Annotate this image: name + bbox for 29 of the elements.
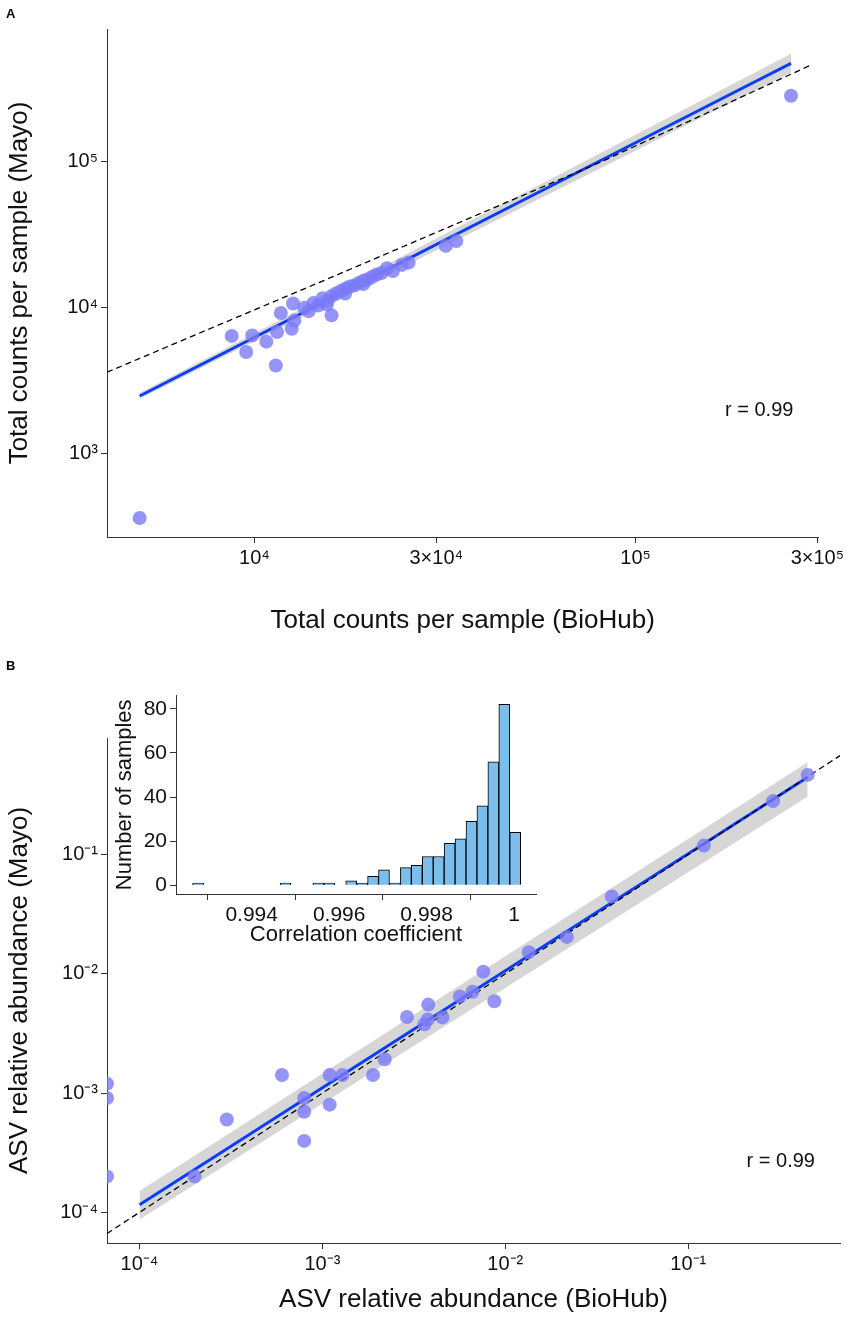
- x-axis-title: Total counts per sample (BioHub): [270, 603, 655, 634]
- y-tick-label: 0: [155, 871, 167, 895]
- y-axis-title: Total counts per sample (Mayo): [2, 101, 33, 465]
- x-tick-label: 10⁻³: [304, 1251, 341, 1274]
- y-tick-label: 10⁻³: [62, 1080, 99, 1103]
- y-tick-label: 10⁵: [67, 149, 98, 172]
- y-tick-label: 60: [143, 739, 167, 763]
- x-tick-label: 10⁴: [239, 545, 270, 568]
- x-axis-title: ASV relative abundance (BioHub): [279, 1282, 668, 1313]
- y-tick-label: 10³: [69, 441, 99, 464]
- y-tick-label: 10⁻⁴: [60, 1199, 98, 1222]
- y-tick-label: 10⁻²: [62, 961, 99, 984]
- chart-title: A: [6, 6, 16, 21]
- x-tick-label: 10⁻²: [487, 1251, 524, 1274]
- y-axis-title: Number of samples: [111, 699, 137, 891]
- x-tick-label: 3×10⁵: [790, 545, 844, 568]
- y-tick-label: 20: [143, 827, 167, 851]
- y-tick-label: 10⁻¹: [62, 842, 99, 865]
- x-tick-label: 10⁻¹: [670, 1251, 707, 1274]
- chart-title: B: [6, 658, 16, 673]
- x-tick-label: 3×10⁴: [409, 545, 464, 568]
- y-tick-label: 10⁴: [67, 295, 98, 318]
- annotation: r = 0.99: [746, 1148, 815, 1171]
- annotation: r = 0.99: [725, 397, 794, 420]
- y-tick-label: 40: [143, 783, 167, 807]
- y-tick-label: 80: [143, 695, 167, 719]
- x-tick-label: 10⁵: [620, 545, 651, 568]
- x-tick-label: 1: [508, 902, 520, 926]
- y-axis-title: ASV relative abundance (Mayo): [2, 806, 33, 1175]
